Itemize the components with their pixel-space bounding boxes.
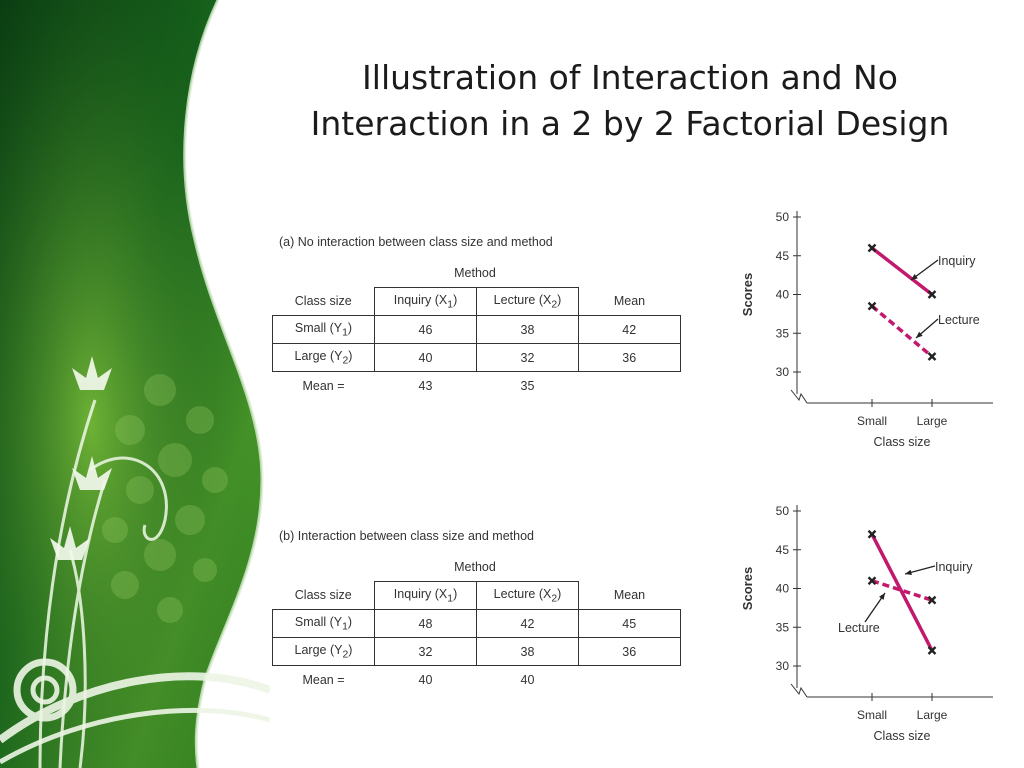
series-label-lecture: Lecture xyxy=(938,313,980,327)
table-header-row: Class size Inquiry (X1) Lecture (X2) Mea… xyxy=(273,287,681,316)
table-cell: 32 xyxy=(374,637,477,666)
data-point-marker xyxy=(927,352,937,361)
data-point-marker xyxy=(867,243,877,253)
panel-b-caption: (b) Interaction between class size and m… xyxy=(279,529,534,543)
table-cell: 46 xyxy=(374,315,477,344)
header-mean: Mean xyxy=(613,294,646,309)
x-tick-label: Large xyxy=(917,708,948,722)
axis-break xyxy=(790,389,808,404)
table-header-row: Class size Inquiry (X1) Lecture (X2) Mea… xyxy=(273,581,681,610)
header-lecture: Lecture (X2) xyxy=(476,287,579,316)
table-cell: 42 xyxy=(578,315,681,344)
y-tick-label: 40 xyxy=(776,288,790,302)
axis-break xyxy=(790,683,808,698)
header-mean: Mean xyxy=(613,588,646,603)
table-cell: 40 xyxy=(374,343,477,372)
data-point-marker xyxy=(867,529,877,539)
table-cell: 35 xyxy=(520,378,535,393)
table-row: Large (Y2) 32 38 36 xyxy=(272,637,681,666)
panel-a-caption: (a) No interaction between class size an… xyxy=(279,235,553,249)
header-class-size: Class size xyxy=(294,588,352,603)
mean-row: Mean = 43 35 xyxy=(273,372,681,400)
plot-no-interaction: 30 35 40 45 50 Small Large Class size Scores Inqu… xyxy=(740,210,993,449)
series-line-inquiry xyxy=(870,533,934,652)
table-cell: 38 xyxy=(476,637,579,666)
table-cell: 43 xyxy=(418,378,433,393)
table-cell: 45 xyxy=(578,609,681,638)
panel-a-method-label: Method xyxy=(454,266,496,280)
table-row: Small (Y1) 48 42 45 xyxy=(272,609,681,638)
y-tick-label: 35 xyxy=(776,620,790,634)
row-label: Large (Y2) xyxy=(272,343,375,372)
table-cell: 40 xyxy=(520,672,535,687)
slide-title: Illustration of Interaction and No Inter… xyxy=(250,55,1010,147)
table-cell: 40 xyxy=(418,672,433,687)
mean-row-label: Mean = xyxy=(302,672,345,687)
y-tick-label: 50 xyxy=(776,504,790,518)
y-tick-label: 30 xyxy=(776,659,790,673)
data-point-marker xyxy=(927,595,937,605)
arrowhead xyxy=(911,273,918,280)
row-label: Small (Y1) xyxy=(272,609,375,638)
y-tick-label: 50 xyxy=(776,210,790,224)
y-axis-label: Scores xyxy=(740,567,755,610)
title-line-2: Interaction in a 2 by 2 Factorial Design xyxy=(310,104,950,143)
y-tick-label: 45 xyxy=(776,249,790,263)
series-label-inquiry: Inquiry xyxy=(935,560,973,574)
arrowhead xyxy=(905,569,912,575)
series-label-lecture: Lecture xyxy=(838,621,880,635)
mean-row-label: Mean = xyxy=(302,378,345,393)
table-cell: 42 xyxy=(476,609,579,638)
row-label: Small (Y1) xyxy=(272,315,375,344)
table-cell: 38 xyxy=(476,315,579,344)
decorative-side-panel xyxy=(0,0,270,768)
data-point-marker xyxy=(927,290,937,299)
panel-b-table: Class size Inquiry (X1) Lecture (X2) Mea… xyxy=(272,581,681,693)
y-axis-label: Scores xyxy=(740,273,755,316)
x-tick-label: Large xyxy=(917,414,948,428)
x-tick-label: Small xyxy=(857,708,887,722)
y-tick-label: 35 xyxy=(776,326,790,340)
arrowhead xyxy=(916,331,923,338)
data-point-marker xyxy=(867,576,877,586)
header-inquiry: Inquiry (X1) xyxy=(374,581,477,610)
panel-a-table: Class size Inquiry (X1) Lecture (X2) Mea… xyxy=(272,287,681,399)
table-cell: 48 xyxy=(374,609,477,638)
table-cell: 36 xyxy=(578,637,681,666)
series-line-lecture xyxy=(870,304,934,358)
mean-row: Mean = 40 40 xyxy=(273,666,681,694)
arrowhead xyxy=(879,593,885,600)
y-tick-label: 45 xyxy=(776,543,790,557)
table-row: Large (Y2) 40 32 36 xyxy=(272,343,681,372)
y-tick-label: 30 xyxy=(776,365,790,379)
x-axis-label: Class size xyxy=(874,435,931,449)
header-inquiry: Inquiry (X1) xyxy=(374,287,477,316)
title-line-1: Illustration of Interaction and No xyxy=(362,58,898,97)
table-cell: 32 xyxy=(476,343,579,372)
series-line-inquiry xyxy=(870,246,934,296)
header-lecture: Lecture (X2) xyxy=(476,581,579,610)
x-tick-label: Small xyxy=(857,414,887,428)
data-point-marker xyxy=(867,301,877,311)
data-point-marker xyxy=(927,646,937,655)
table-row: Small (Y1) 46 38 42 xyxy=(272,315,681,344)
row-label: Large (Y2) xyxy=(272,637,375,666)
x-axis-label: Class size xyxy=(874,729,931,743)
header-class-size: Class size xyxy=(294,294,352,309)
series-label-inquiry: Inquiry xyxy=(938,254,976,268)
plot-interaction: 30 35 40 45 50 Small Large Class size Scores Inqu… xyxy=(740,504,993,743)
y-tick-label: 40 xyxy=(776,582,790,596)
panel-b-method-label: Method xyxy=(454,560,496,574)
table-cell: 36 xyxy=(578,343,681,372)
